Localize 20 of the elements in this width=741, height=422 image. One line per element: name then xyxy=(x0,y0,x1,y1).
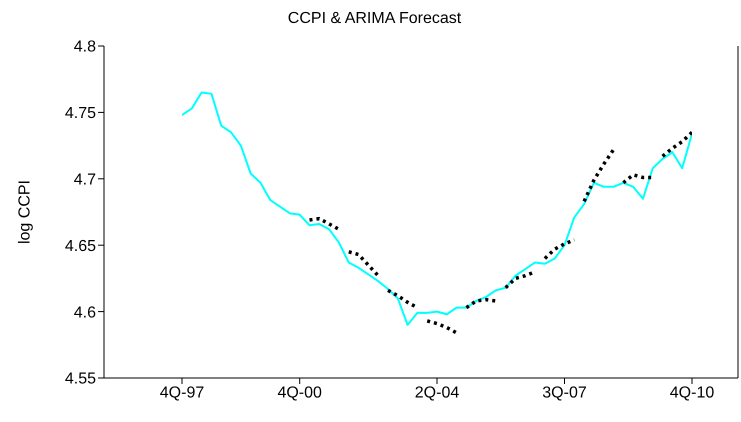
line-series xyxy=(425,319,458,335)
line-series xyxy=(308,216,341,232)
line-series xyxy=(660,130,692,158)
line-series xyxy=(543,238,576,260)
x-tick-label: 4Q-00 xyxy=(277,384,322,402)
y-tick-label: 4.8 xyxy=(74,38,96,56)
line-series xyxy=(182,91,692,326)
line-series xyxy=(346,250,380,278)
y-tick-label: 4.55 xyxy=(64,370,96,388)
line-series xyxy=(582,148,616,204)
chart-title: CCPI & ARIMA Forecast xyxy=(286,10,462,28)
x-tick-label: 4Q-97 xyxy=(160,384,204,402)
y-tick-label: 4.6 xyxy=(74,304,96,322)
y-axis-title: log CCPI xyxy=(16,180,34,244)
x-tick-label: 3Q-07 xyxy=(542,384,587,402)
x-tick-label: 4Q-10 xyxy=(670,384,714,402)
y-tick-label: 4.7 xyxy=(74,171,96,188)
y-tick-label: 4.65 xyxy=(64,238,96,255)
y-tick-label: 4.75 xyxy=(64,105,96,122)
x-tick-label: 2Q-04 xyxy=(414,384,460,402)
